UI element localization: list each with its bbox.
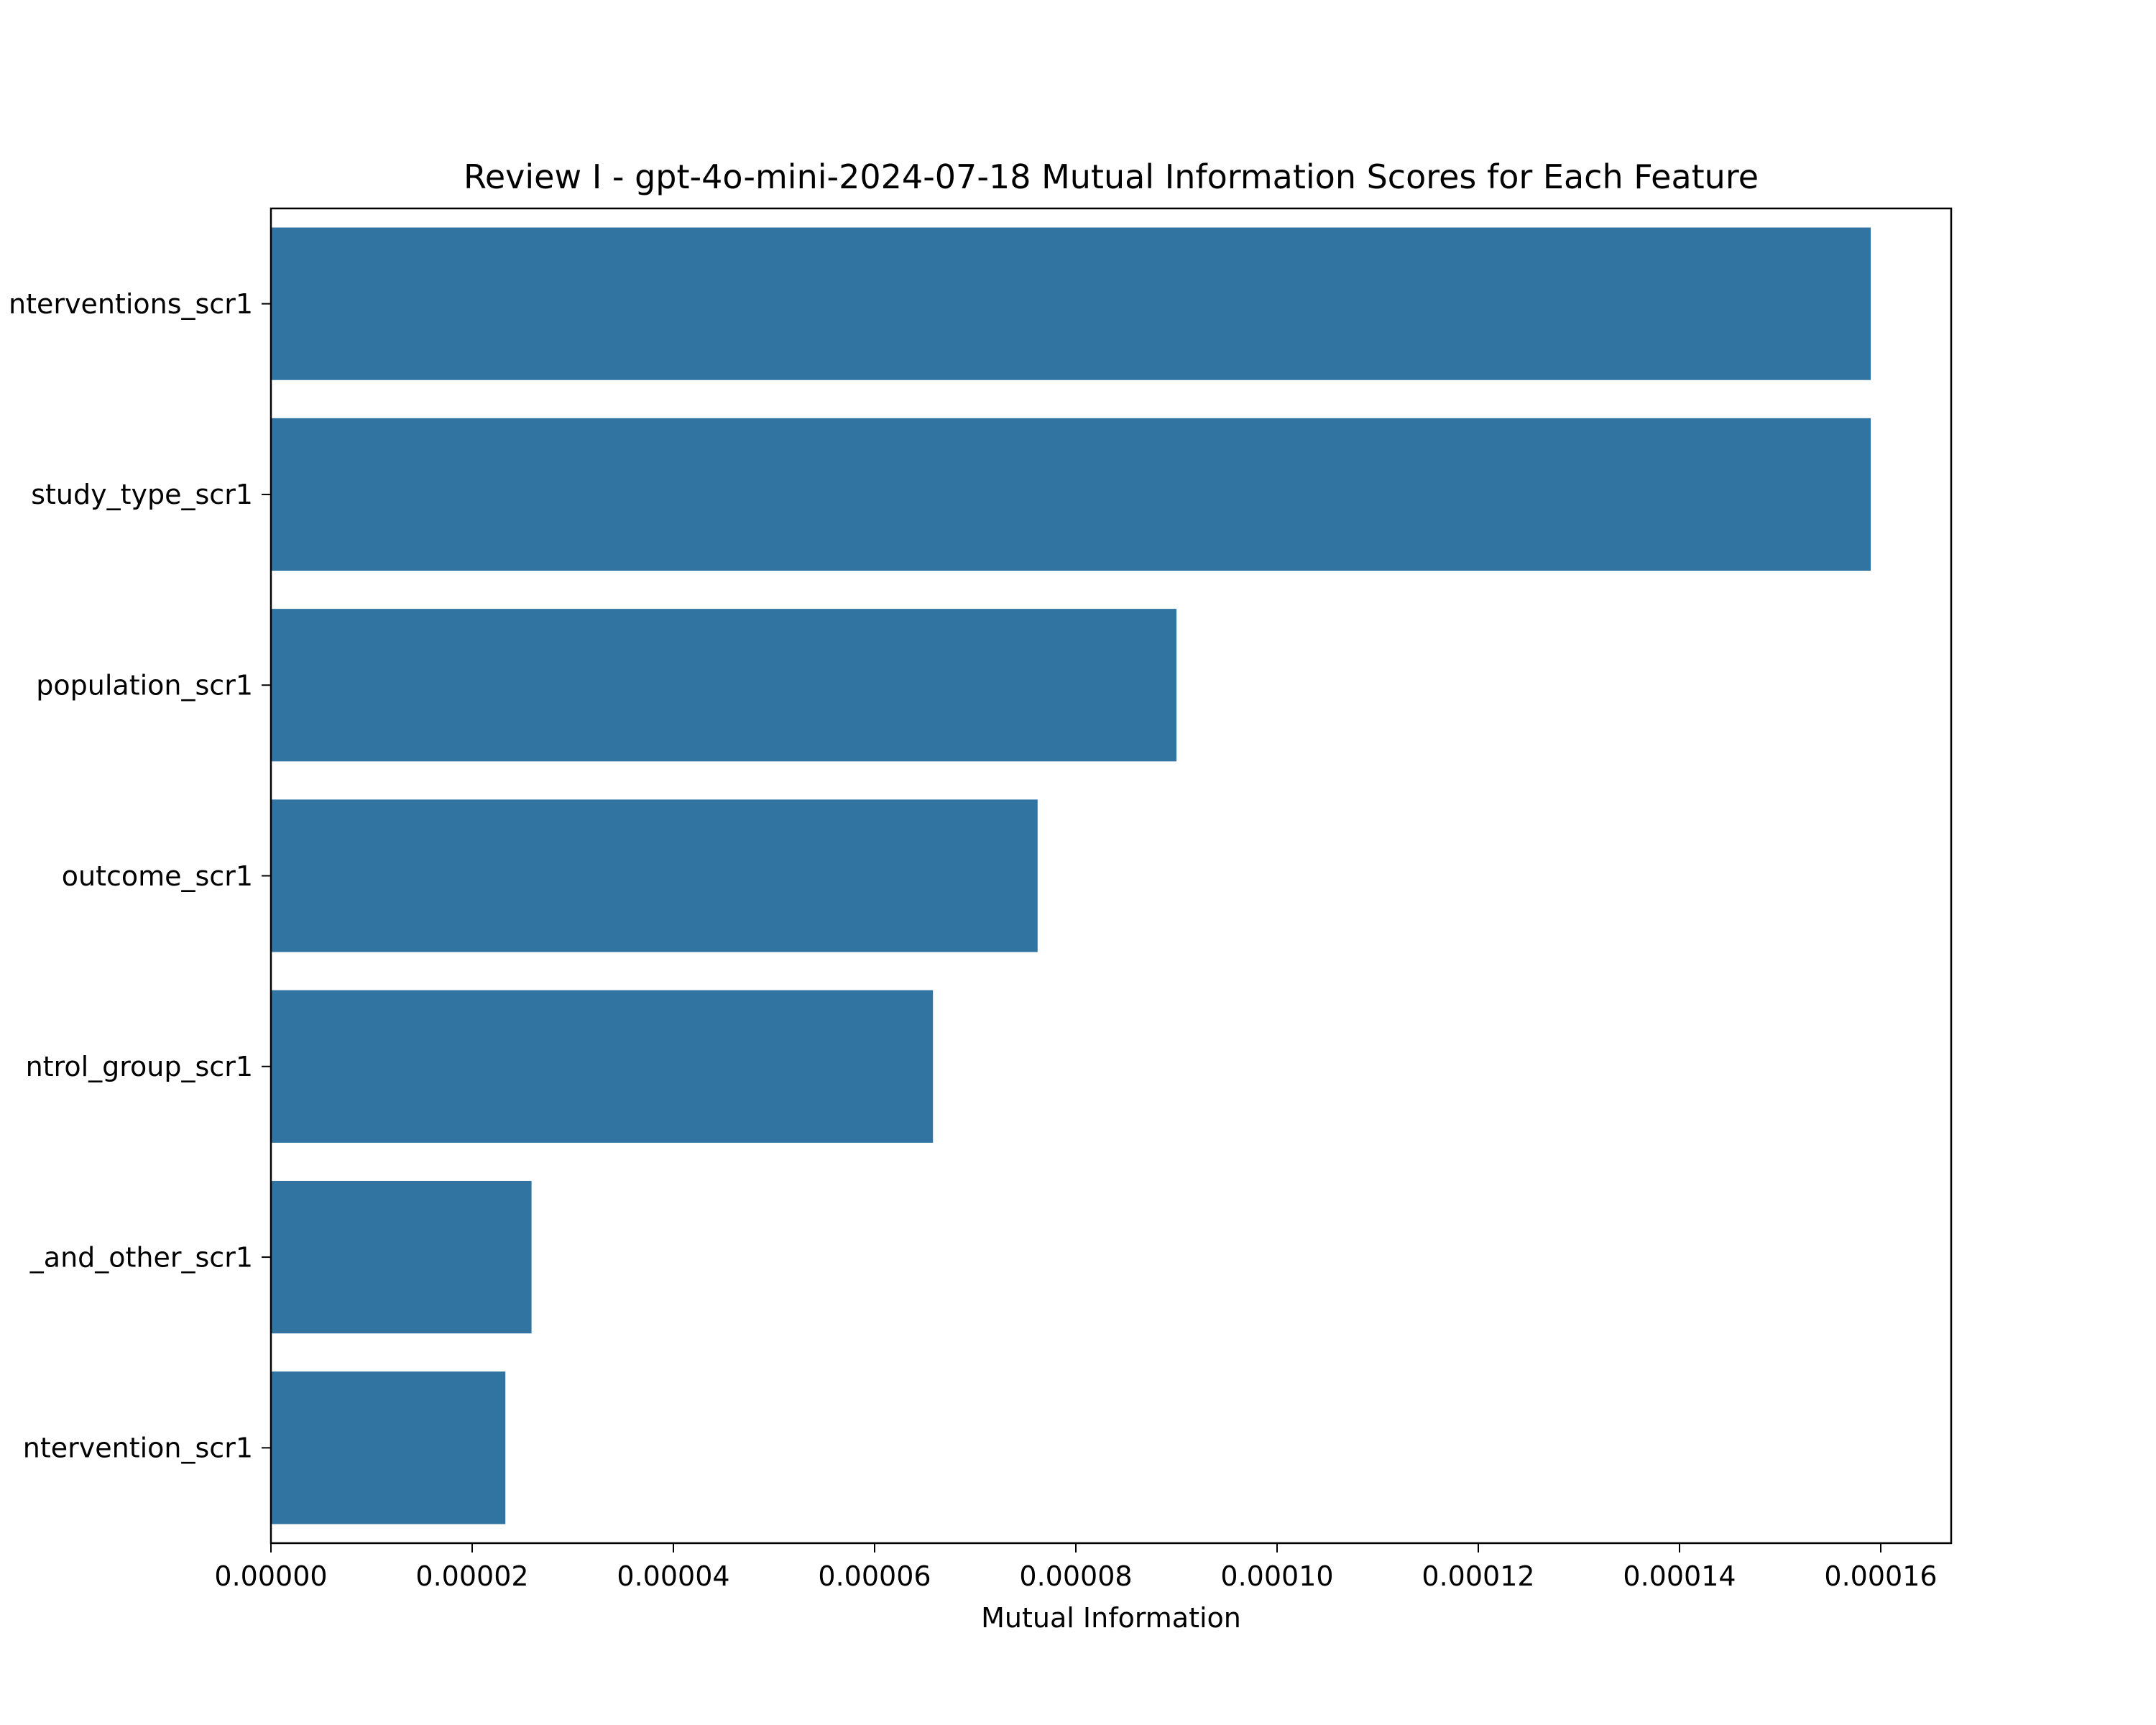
x-tick-label: 0.00004 [617,1560,729,1592]
x-axis-label: Mutual Information [981,1602,1241,1634]
bar [271,799,1038,952]
x-tick-label: 0.00008 [1019,1560,1132,1592]
y-tick-label: _and_other_scr1 [29,1241,253,1273]
bar [271,1180,532,1334]
x-tick-label: 0.00000 [214,1560,327,1592]
y-tick-label: ntervention_scr1 [23,1432,253,1464]
bar [271,418,1871,571]
bar [271,609,1176,762]
x-axis-ticks: 0.00000 0.00002 0.00004 0.00006 0.00008 0.000… [214,1543,1938,1592]
x-tick-label: 0.00002 [415,1560,528,1592]
bars-layer [271,227,1871,1524]
x-tick-label: 0.00016 [1824,1560,1937,1592]
y-tick-label: ntrol_group_scr1 [26,1051,253,1082]
y-tick-label: outcome_scr1 [62,860,253,892]
x-tick-label: 0.00014 [1623,1560,1736,1592]
bar [271,1371,506,1524]
x-tick-label: 0.00012 [1422,1560,1534,1592]
y-axis-ticks: nterventions_scr1 study_type_scr1 populati… [9,288,271,1464]
y-tick-label: study_type_scr1 [31,479,253,510]
y-tick-label: nterventions_scr1 [9,288,253,320]
chart-title: Review I - gpt-4o-mini-2024-07-18 Mutual… [464,157,1759,196]
bar [271,990,934,1143]
bar [271,227,1871,380]
x-tick-label: 0.00006 [818,1560,931,1592]
y-tick-label: population_scr1 [36,670,253,702]
x-tick-label: 0.00010 [1220,1560,1333,1592]
plot-frame [270,207,1953,1545]
